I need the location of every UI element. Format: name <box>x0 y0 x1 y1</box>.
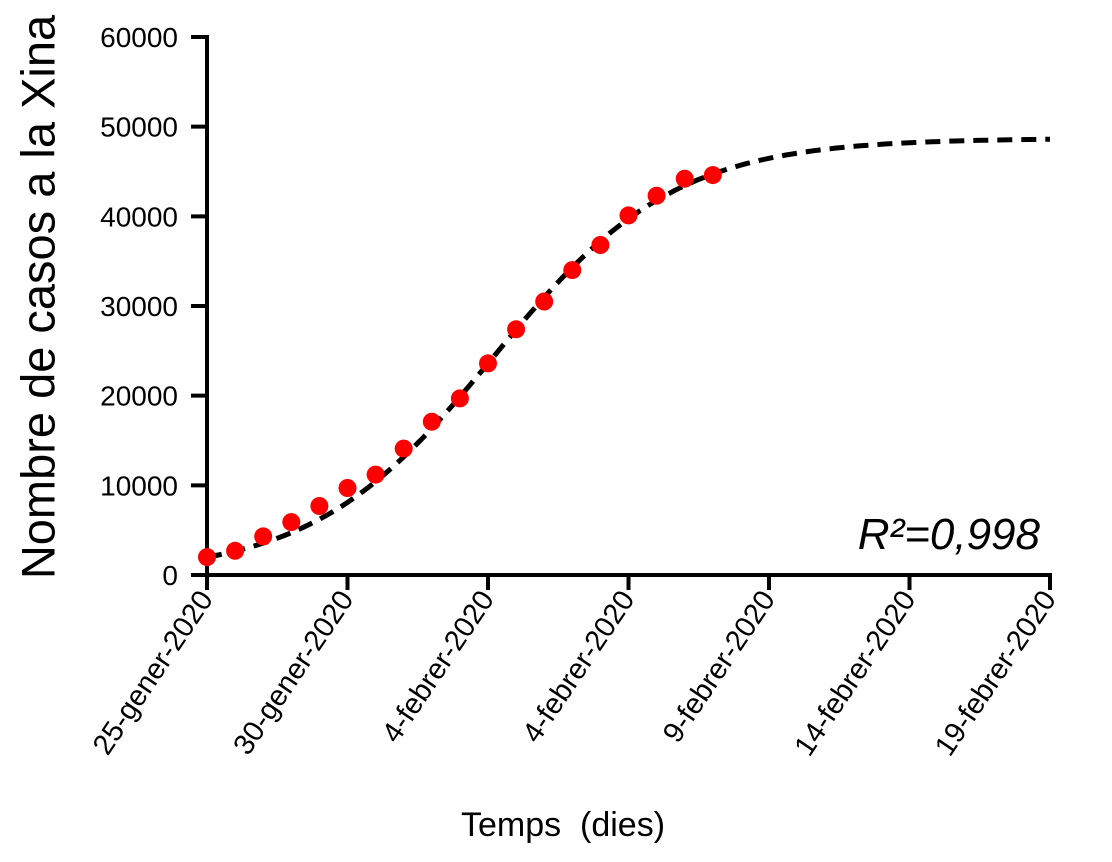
x-tick-label: 25-gener-2020 <box>87 585 220 761</box>
data-point <box>535 292 554 311</box>
data-point <box>675 169 694 188</box>
x-tick-label: 9-febrer-2020 <box>657 585 782 749</box>
data-point <box>394 439 413 458</box>
y-tick-label: 10000 <box>100 470 178 501</box>
x-tick-label: 30-gener-2020 <box>227 585 360 761</box>
y-tick-label: 0 <box>162 560 178 591</box>
y-tick-label: 20000 <box>100 381 178 412</box>
y-tick-label: 30000 <box>100 291 178 322</box>
fit-curve <box>206 136 1050 560</box>
data-point <box>563 261 582 280</box>
data-point <box>422 412 441 431</box>
data-point <box>338 479 357 497</box>
data-point <box>310 497 329 515</box>
r-squared-annotation: R²=0,998 <box>857 510 1040 559</box>
data-point <box>507 320 526 339</box>
x-tick-label: 19-febrer-2020 <box>929 585 1063 762</box>
data-point <box>198 548 216 567</box>
x-tick-label: 4-febrer-2020 <box>376 585 501 749</box>
y-tick-label: 50000 <box>100 112 178 143</box>
y-tick-label: 60000 <box>100 22 178 53</box>
data-point <box>450 389 469 408</box>
data-point <box>591 236 610 254</box>
y-axis-title: Nombre de casos a la Xina <box>11 14 65 580</box>
data-point <box>647 186 666 205</box>
data-point <box>479 354 497 373</box>
data-point <box>703 166 722 185</box>
data-point <box>226 541 245 560</box>
x-axis-title: Temps (dies) <box>460 806 666 844</box>
data-point <box>619 206 638 225</box>
x-tick-label: 14-febrer-2020 <box>788 585 922 762</box>
y-tick-label: 40000 <box>100 201 178 232</box>
data-point <box>282 513 301 532</box>
x-tick-label: 4-febrer-2020 <box>517 585 642 749</box>
data-point <box>254 527 273 546</box>
data-point <box>366 465 385 484</box>
